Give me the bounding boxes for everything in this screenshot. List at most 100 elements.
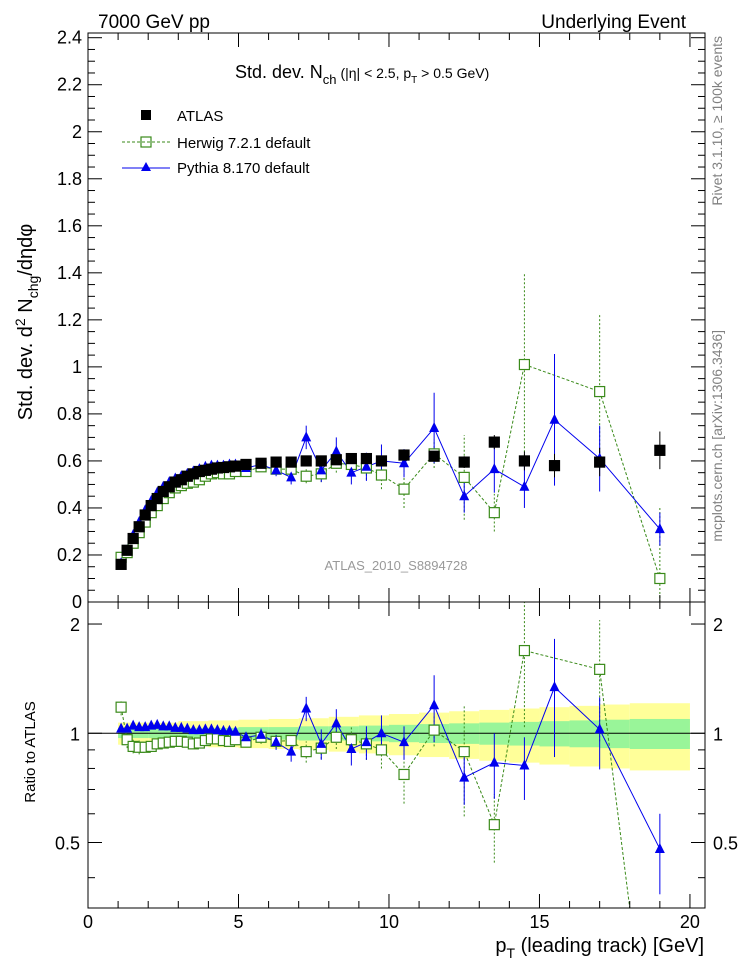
pythia-marker (316, 464, 327, 475)
legend-herwig-label: Herwig 7.2.1 default (177, 135, 311, 152)
ratio-pythia-marker (212, 724, 223, 735)
atlas-marker (315, 455, 327, 467)
legend-pythia: Pythia 8.170 default (122, 160, 310, 177)
legend-atlas-label: ATLAS (177, 108, 223, 125)
legend-atlas: ATLAS (141, 108, 223, 125)
atlas-marker (127, 532, 139, 545)
pythia-marker (361, 460, 372, 471)
ratio-pythia-marker (152, 718, 163, 729)
pythia-marker (346, 466, 357, 477)
ratio-pythia-marker (271, 736, 282, 747)
pythia-marker (459, 490, 470, 501)
ratio-pythia-marker (489, 756, 500, 767)
ratio-herwig-marker (594, 663, 606, 675)
title-main: Std. dev. N (235, 62, 323, 82)
legend-herwig: Herwig 7.2.1 default (122, 135, 311, 152)
ratio-pythia-marker (331, 717, 342, 728)
pythia-marker (271, 464, 282, 475)
x-axis: 0 5 10 15 20 (83, 602, 700, 932)
main-y-tick-label: 1.6 (57, 216, 82, 236)
ratio-pythia-marker (316, 737, 327, 748)
legend: ATLAS Herwig 7.2.1 default Pythia 8.170 … (122, 108, 311, 177)
main-y-axis: 0 0.2 0.4 0.6 0.8 1 1.2 1.4 1.6 1.8 2 2.2 2.4 (57, 28, 705, 612)
ratio-pythia-marker (256, 728, 267, 739)
ratio-herwig-marker (229, 734, 242, 746)
atlas-marker (240, 458, 252, 471)
ratio-herwig-marker (458, 746, 470, 758)
title-cond-tail: > 0.5 GeV) (417, 65, 489, 81)
rivet-label: Rivet 3.1.10, ≥ 100k events (709, 36, 725, 206)
main-y-tick-label: 0.8 (57, 404, 82, 424)
xlabel-a: p (495, 935, 506, 957)
ratio-pythia-marker (176, 721, 187, 732)
title-cond: (|η| < 2.5, p (340, 65, 411, 81)
ratio-y-tick-label-right: 0.5 (713, 834, 738, 854)
ratio-pythia-marker (459, 771, 470, 782)
ratio-frame (87, 601, 706, 909)
ratio-pythia-marker (376, 727, 387, 738)
x-axis-label: pT (leading track) [GeV] (495, 935, 704, 961)
legend-herwig-marker (140, 136, 152, 148)
ratio-y-tick-label: 1 (70, 724, 80, 744)
ratio-herwig-marker (330, 731, 342, 743)
ratio-pythia-marker (361, 736, 372, 747)
x-tick-label: 10 (379, 912, 399, 932)
atlas-marker (133, 521, 145, 533)
ratio-pythia-marker (128, 719, 139, 730)
atlas-marker (428, 450, 440, 462)
ratio-pythia-marker (399, 736, 410, 747)
atlas-marker (375, 455, 388, 467)
atlas-marker (330, 454, 342, 466)
ratio-pythia-marker (206, 723, 217, 734)
atlas-marker (151, 492, 163, 505)
herwig-marker (594, 385, 606, 398)
ratio-plot-area (88, 602, 705, 909)
ratio-herwig-marker (300, 746, 312, 758)
ratio-pythia-marker (230, 725, 241, 736)
atlas-marker (654, 444, 666, 456)
pythia-marker (286, 471, 297, 482)
herwig-marker (375, 469, 388, 481)
main-y-tick-label: 0.6 (57, 451, 82, 471)
main-y-tick-label: 2 (72, 122, 82, 142)
ratio-pythia-marker (301, 702, 312, 713)
main-panel: 0 0.2 0.4 0.6 0.8 1 1.2 1.4 1.6 1.8 2 2.2 2.4 Std. d… (12, 28, 706, 612)
herwig-marker (458, 471, 470, 483)
ratio-pythia-marker (549, 681, 560, 692)
atlas-marker (115, 558, 127, 570)
herwig-marker (518, 358, 531, 371)
ylabel-c: /dηdφ (15, 224, 37, 276)
ratio-y-axis: 0.5 0.5 1 1 2 2 (55, 615, 738, 879)
ratio-pythia-marker (519, 759, 530, 770)
ratio-y-label: Ratio to ATLAS (22, 701, 39, 802)
ratio-y-tick-label-right: 1 (713, 724, 723, 744)
main-y-tick-label: 0 (72, 592, 82, 612)
main-y-tick-label: 1.8 (57, 169, 82, 189)
ratio-herwig-marker (115, 701, 127, 713)
legend-pythia-marker (141, 162, 151, 171)
ratio-pythia-marker (122, 722, 133, 733)
ratio-herwig-marker (121, 734, 133, 746)
atlas-marker (229, 460, 242, 472)
atlas-marker (145, 499, 157, 512)
atlas-marker (270, 456, 282, 468)
ratio-band-inner (569, 720, 600, 748)
main-y-label: Std. dev. d2 Nchg/dηdφ (12, 224, 41, 420)
ratio-herwig-marker (398, 768, 410, 781)
atlas-marker (255, 457, 267, 469)
ylabel-b: N (15, 298, 37, 318)
atlas-marker (360, 452, 373, 465)
herwig-marker (488, 507, 500, 519)
ratio-pythia-marker (429, 699, 440, 710)
main-title: Std. dev. Nch (|η| < 2.5, pT > 0.5 GeV) (235, 62, 489, 87)
pythia-marker (549, 413, 560, 424)
ratio-y-tick-label: 2 (70, 615, 80, 635)
ratio-herwig-marker (518, 644, 531, 657)
herwig-marker (300, 470, 312, 482)
header-left: 7000 GeV pp (98, 12, 210, 33)
main-y-tick-label: 1.4 (57, 263, 82, 283)
watermark: ATLAS_2010_S8894728 (325, 558, 468, 573)
herwig-marker (398, 483, 410, 495)
x-tick-label: 15 (529, 912, 549, 932)
